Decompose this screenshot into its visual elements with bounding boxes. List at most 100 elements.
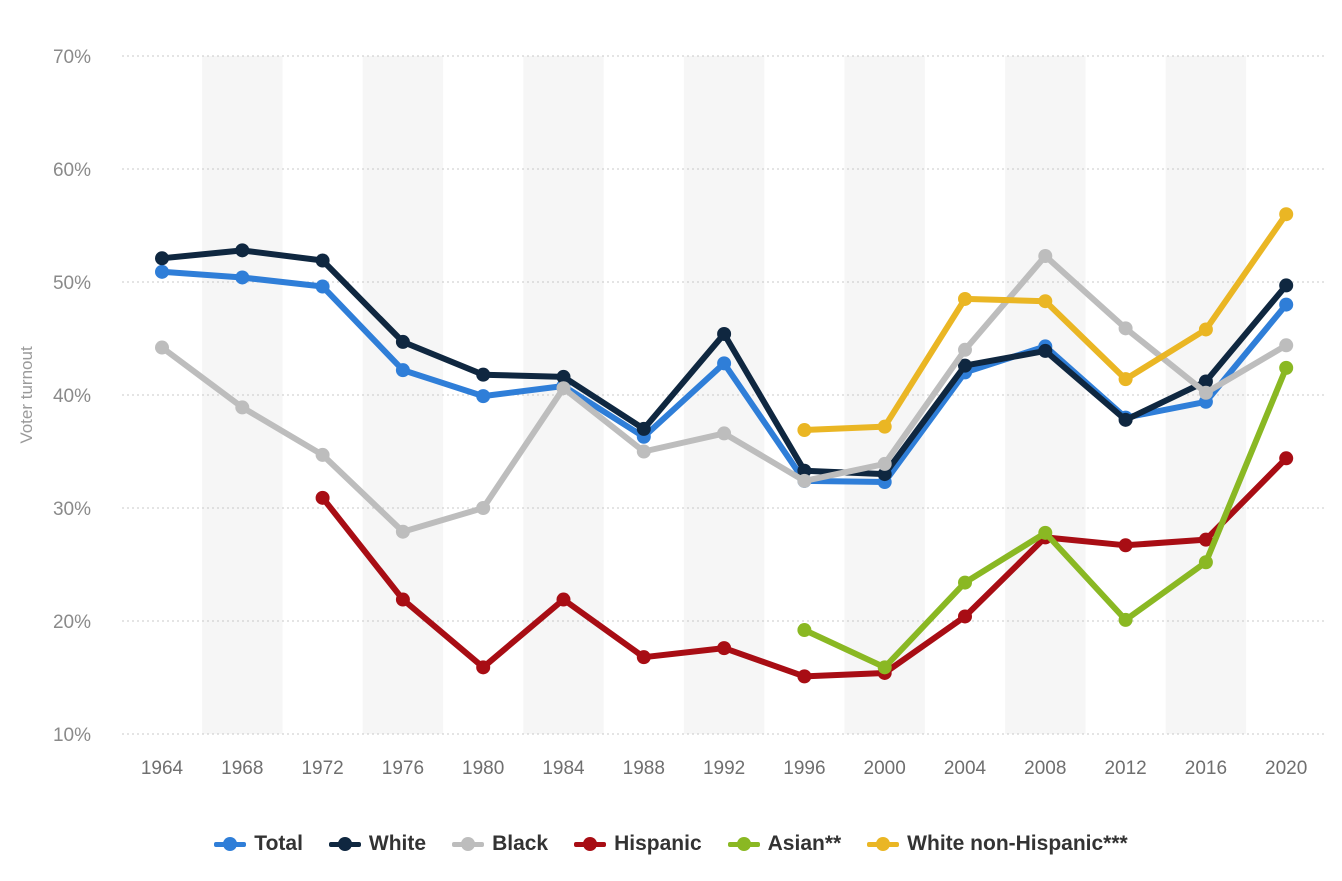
data-point-total-1992[interactable] [717,356,732,371]
data-point-white-non-hispanic-2016[interactable] [1198,322,1213,337]
legend-swatch-icon [574,836,607,852]
x-tick-label: 1996 [783,758,825,779]
y-axis-title: Voter turnout [17,346,36,444]
data-point-white-1996[interactable] [797,463,812,478]
y-tick-label: 10% [53,725,91,746]
y-tick-label: 30% [53,499,91,520]
data-point-black-1992[interactable] [717,426,732,441]
data-point-white-1968[interactable] [235,243,250,258]
series-line-hispanic [319,455,1290,680]
legend-swatch-icon [452,836,485,852]
data-point-hispanic-1996[interactable] [797,669,812,684]
x-tick-label: 2016 [1185,758,1227,779]
data-point-asian-2012[interactable] [1118,612,1133,627]
data-point-black-2000[interactable] [877,456,892,471]
data-point-hispanic-1976[interactable] [395,592,410,607]
x-tick-label: 2020 [1265,758,1307,779]
data-point-hispanic-1984[interactable] [556,592,571,607]
data-point-white-2016[interactable] [1198,374,1213,389]
data-point-white-2000[interactable] [877,467,892,482]
data-point-hispanic-1980[interactable] [476,660,491,675]
data-point-hispanic-2016[interactable] [1198,532,1213,547]
y-tick-label: 40% [53,386,91,407]
data-point-white-2020[interactable] [1279,278,1294,293]
data-point-white-1984[interactable] [556,369,571,384]
legend-item-white[interactable]: White [328,832,427,856]
data-point-black-2008[interactable] [1038,249,1053,264]
data-point-white-non-hispanic-2020[interactable] [1279,207,1294,222]
data-point-white-1976[interactable] [395,334,410,349]
x-tick-label: 2012 [1104,758,1146,779]
legend-label: Hispanic [614,832,702,855]
data-point-total-1964[interactable] [155,264,169,279]
data-point-black-1988[interactable] [636,444,651,459]
data-point-white-non-hispanic-2004[interactable] [958,291,972,306]
data-point-asian-2016[interactable] [1198,555,1213,570]
legend-item-white-non-hispanic[interactable]: White non-Hispanic*** [867,832,1128,856]
data-point-white-2012[interactable] [1118,412,1133,427]
legend-label: Black [492,832,549,855]
data-point-white-1964[interactable] [155,251,169,266]
legend-item-black[interactable]: Black [452,832,548,856]
data-point-total-1968[interactable] [235,270,250,285]
data-point-total-1980[interactable] [476,389,491,404]
data-point-white-non-hispanic-2012[interactable] [1118,372,1133,387]
series-black [155,249,1294,539]
data-point-hispanic-2020[interactable] [1279,451,1294,466]
data-point-asian-2000[interactable] [877,660,892,675]
data-point-black-1984[interactable] [556,381,571,396]
data-point-black-1976[interactable] [395,524,410,539]
data-point-white-2008[interactable] [1038,343,1053,358]
gridlines [122,55,1326,735]
data-point-white-2004[interactable] [958,358,972,373]
x-tick-label: 1980 [462,758,504,779]
data-point-total-1976[interactable] [395,363,410,378]
data-point-black-1968[interactable] [235,400,250,415]
legend-swatch-icon [214,836,247,852]
data-point-white-1992[interactable] [717,326,732,341]
legend-label: Asian** [767,832,842,855]
chart-legend: Total White Black Hispanic Asian** White non-… [0,826,1342,862]
data-point-hispanic-1992[interactable] [717,641,732,656]
legend-swatch-icon [328,836,361,852]
legend-swatch-icon [867,836,900,852]
legend-item-total[interactable]: Total [214,832,303,856]
data-point-white-1972[interactable] [315,253,330,268]
data-point-black-1996[interactable] [797,473,812,488]
series-hispanic [315,451,1294,684]
data-point-total-2020[interactable] [1279,297,1294,312]
data-point-hispanic-1988[interactable] [636,650,651,665]
legend-swatch-icon [727,836,760,852]
data-point-white-non-hispanic-1996[interactable] [797,423,812,438]
data-point-black-1972[interactable] [315,447,330,462]
legend-label: Total [254,832,303,855]
y-tick-label: 50% [53,273,91,294]
data-point-asian-2008[interactable] [1038,525,1053,540]
data-point-white-1988[interactable] [636,421,651,436]
data-point-black-1964[interactable] [155,340,169,355]
series-white [155,243,1294,482]
series-asian [797,360,1294,675]
legend-label: White [368,832,427,855]
series-lines [155,207,1294,684]
data-point-black-2012[interactable] [1118,321,1133,336]
data-point-black-2020[interactable] [1279,338,1294,353]
data-point-black-2016[interactable] [1198,385,1213,400]
data-point-asian-2004[interactable] [958,575,972,590]
y-axis-ticks: 10% 20% 30% 40% 50% 60% 70% [53,47,91,746]
data-point-white-1980[interactable] [476,367,491,382]
data-point-black-2004[interactable] [958,342,972,357]
x-tick-label: 1964 [141,758,184,779]
data-point-hispanic-2004[interactable] [958,609,972,624]
data-point-total-1972[interactable] [315,279,330,294]
legend-item-hispanic[interactable]: Hispanic [574,832,702,856]
data-point-black-1980[interactable] [476,501,491,515]
data-point-asian-1996[interactable] [797,623,812,638]
legend-item-asian[interactable]: Asian** [727,832,842,856]
data-point-hispanic-1972[interactable] [315,490,330,505]
data-point-asian-2020[interactable] [1279,360,1294,375]
data-point-white-non-hispanic-2000[interactable] [877,419,892,434]
data-point-hispanic-2012[interactable] [1118,538,1133,553]
data-point-white-non-hispanic-2008[interactable] [1038,294,1053,309]
